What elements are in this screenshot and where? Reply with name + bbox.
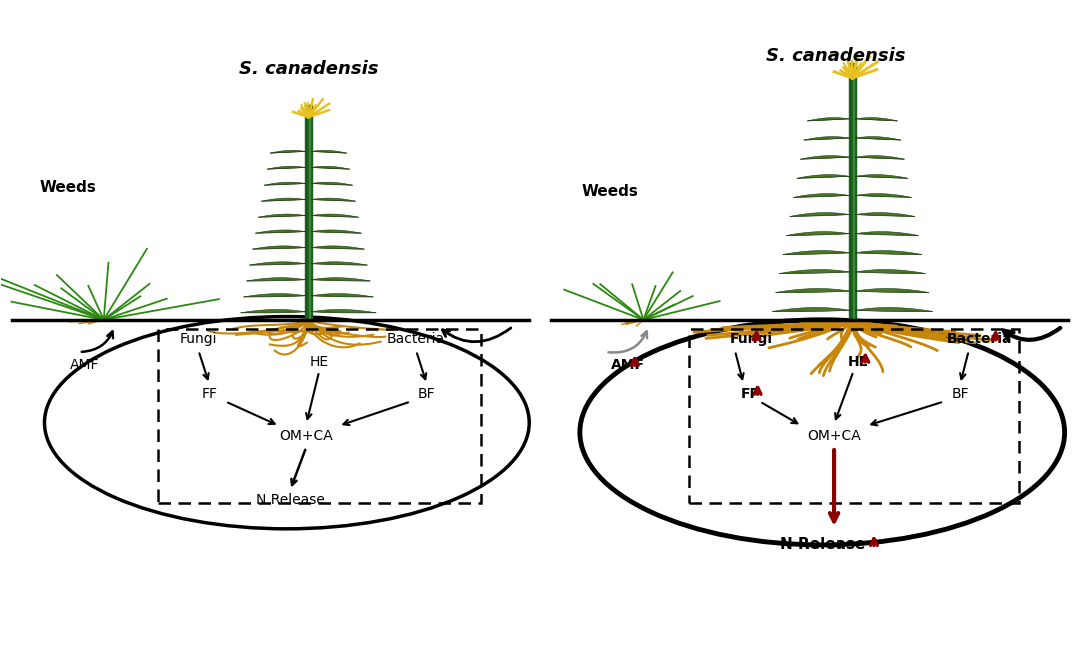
Polygon shape: [253, 246, 306, 249]
Text: HE: HE: [310, 355, 328, 369]
Polygon shape: [855, 156, 904, 159]
Bar: [158, 329, 481, 503]
Text: Weeds: Weeds: [40, 180, 96, 196]
Polygon shape: [800, 156, 849, 159]
Polygon shape: [805, 137, 849, 140]
Polygon shape: [783, 251, 849, 255]
Polygon shape: [855, 269, 926, 273]
Polygon shape: [855, 307, 932, 311]
Text: OM+CA: OM+CA: [280, 428, 333, 443]
Text: OM+CA: OM+CA: [807, 428, 861, 443]
Polygon shape: [268, 166, 306, 169]
Text: N Release: N Release: [256, 493, 324, 507]
Polygon shape: [312, 151, 347, 153]
Polygon shape: [855, 194, 912, 198]
Polygon shape: [786, 232, 849, 235]
Polygon shape: [247, 278, 306, 281]
Polygon shape: [777, 289, 849, 293]
Polygon shape: [312, 166, 349, 169]
Polygon shape: [312, 246, 364, 249]
Bar: [306, 105, 312, 320]
Polygon shape: [312, 214, 359, 217]
Text: AMF: AMF: [611, 358, 645, 372]
Polygon shape: [270, 151, 306, 153]
Polygon shape: [855, 137, 901, 140]
Text: BF: BF: [418, 387, 435, 401]
Polygon shape: [791, 213, 849, 216]
Text: Bacteria: Bacteria: [947, 332, 1013, 346]
Polygon shape: [312, 278, 370, 281]
Polygon shape: [312, 309, 376, 313]
Bar: [309, 105, 310, 320]
Polygon shape: [797, 174, 849, 178]
Polygon shape: [855, 251, 921, 255]
Polygon shape: [249, 262, 306, 265]
Polygon shape: [855, 174, 907, 178]
Bar: [853, 63, 854, 320]
Polygon shape: [855, 232, 918, 235]
Text: AMF: AMF: [69, 358, 99, 372]
Polygon shape: [855, 289, 929, 293]
Text: Bacteria: Bacteria: [387, 332, 445, 346]
Text: Fungi: Fungi: [179, 332, 217, 346]
Polygon shape: [855, 118, 897, 121]
Bar: [849, 63, 855, 320]
Text: Weeds: Weeds: [582, 183, 638, 198]
Text: Fungi: Fungi: [730, 332, 772, 346]
Text: HE: HE: [848, 355, 869, 369]
Polygon shape: [265, 182, 306, 185]
Polygon shape: [312, 230, 361, 233]
Polygon shape: [312, 198, 355, 201]
Polygon shape: [772, 307, 849, 311]
Polygon shape: [312, 262, 367, 265]
Polygon shape: [258, 214, 306, 217]
Polygon shape: [794, 194, 849, 198]
Text: FF: FF: [201, 387, 217, 401]
Polygon shape: [808, 118, 849, 121]
Text: S. canadensis: S. canadensis: [767, 47, 906, 65]
Polygon shape: [261, 198, 306, 201]
Polygon shape: [780, 269, 849, 273]
Polygon shape: [244, 293, 306, 297]
Polygon shape: [312, 293, 373, 297]
Bar: [689, 329, 1020, 503]
Polygon shape: [256, 230, 306, 233]
Polygon shape: [241, 309, 306, 313]
Text: BF: BF: [951, 387, 969, 401]
Text: FF: FF: [741, 387, 759, 401]
Text: N Release: N Release: [780, 537, 865, 552]
Text: S. canadensis: S. canadensis: [239, 60, 378, 78]
Polygon shape: [312, 182, 352, 185]
Polygon shape: [855, 213, 915, 216]
